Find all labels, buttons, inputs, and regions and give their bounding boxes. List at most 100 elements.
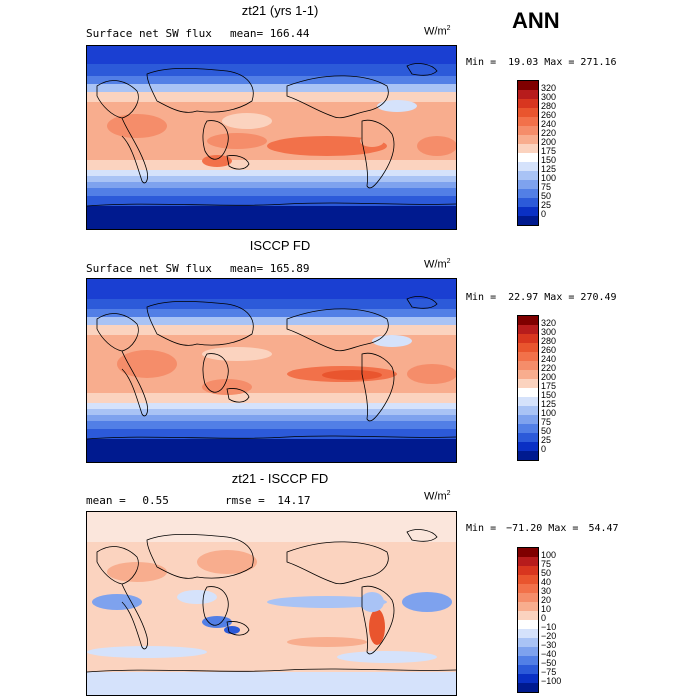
- panel-2-field: Surface net SW flux: [86, 262, 212, 275]
- panel-2-min-value: 22.97: [508, 292, 539, 303]
- panel-1-mean-value: 166.44: [269, 27, 310, 40]
- colorbar-level-label: 260: [541, 110, 557, 120]
- panel-1-field: Surface net SW flux: [86, 27, 212, 40]
- colorbar-level-label: 20: [541, 595, 552, 605]
- panel-3-title: zt21 - ISCCP FD: [231, 471, 329, 486]
- colorbar-swatch: [518, 388, 538, 397]
- colorbar-level-label: 75: [541, 182, 552, 192]
- panel-1-max-value: 271.16: [580, 57, 617, 68]
- panel-2-max-value: 270.49: [580, 292, 617, 303]
- colorbar-level-label: 220: [541, 363, 557, 373]
- panel-3-rmse: rmse = 14.17: [225, 494, 311, 507]
- colorbar-swatch: [518, 216, 538, 225]
- colorbar-level-label: 30: [541, 586, 552, 596]
- colorbar-swatch: [518, 126, 538, 135]
- colorbar-swatch: [518, 593, 538, 602]
- colorbar-swatch: [518, 557, 538, 566]
- colorbar-swatch: [518, 451, 538, 460]
- panel-2-map-svg: [87, 279, 456, 462]
- colorbar-level-label: 320: [541, 83, 557, 93]
- colorbar-level-label: 0: [541, 613, 547, 623]
- colorbar-level-label: −50: [541, 658, 557, 668]
- panel-2-minmax: Min = 22.97 Max = 270.49: [466, 292, 617, 303]
- colorbar-level-label: 150: [541, 390, 557, 400]
- panel-1-mean-label: mean=: [230, 27, 264, 40]
- colorbar-swatch: [518, 683, 538, 692]
- panel-2-colorbar-frame: [517, 315, 539, 461]
- colorbar-swatch: [518, 397, 538, 406]
- panel-1-units: W/m2: [424, 25, 451, 38]
- colorbar-swatch: [518, 153, 538, 162]
- colorbar-level-label: 150: [541, 155, 557, 165]
- panel-1-map: [86, 45, 457, 230]
- colorbar-level-label: 40: [541, 577, 552, 587]
- colorbar-swatch: [518, 638, 538, 647]
- colorbar-swatch: [518, 162, 538, 171]
- colorbar-swatch: [518, 424, 538, 433]
- colorbar-level-label: 50: [541, 191, 552, 201]
- colorbar-level-label: 125: [541, 164, 557, 174]
- panel-3-mean: mean = 0.55: [86, 494, 169, 507]
- panel-2-map: [86, 278, 457, 463]
- colorbar-level-label: −10: [541, 622, 557, 632]
- colorbar-level-label: −30: [541, 640, 557, 650]
- colorbar-level-label: 300: [541, 327, 557, 337]
- colorbar-swatch: [518, 352, 538, 361]
- colorbar-swatch: [518, 415, 538, 424]
- panel-2-mean: mean= 165.89: [230, 262, 310, 275]
- panel-2-title: ISCCP FD: [249, 238, 311, 253]
- panel-3-units-text: W/m: [424, 490, 447, 503]
- colorbar-level-label: 280: [541, 336, 557, 346]
- colorbar-level-label: 25: [541, 435, 552, 445]
- colorbar-swatch: [518, 117, 538, 126]
- colorbar-swatch: [518, 81, 538, 90]
- panel-1-map-svg: [87, 46, 456, 229]
- colorbar-swatch: [518, 144, 538, 153]
- colorbar-level-label: 100: [541, 408, 557, 418]
- colorbar-swatch: [518, 433, 538, 442]
- panel-3-minmax: Min = −71.20 Max = 54.47: [466, 523, 619, 534]
- colorbar-level-label: 200: [541, 137, 557, 147]
- season-label: ANN: [512, 8, 560, 33]
- colorbar-level-label: 280: [541, 101, 557, 111]
- colorbar-level-label: 50: [541, 568, 552, 578]
- colorbar-level-label: 100: [541, 173, 557, 183]
- panel-2-mean-label: mean=: [230, 262, 264, 275]
- colorbar-swatch: [518, 629, 538, 638]
- colorbar-level-label: 260: [541, 345, 557, 355]
- colorbar-swatch: [518, 647, 538, 656]
- panel-1-colorbar-frame: [517, 80, 539, 226]
- panel-1-title: zt21 (yrs 1-1): [241, 3, 319, 18]
- panel-1-min-value: 19.03: [508, 57, 539, 68]
- colorbar-level-label: 25: [541, 200, 552, 210]
- colorbar-swatch: [518, 575, 538, 584]
- panel-1-max-label: Max =: [544, 57, 575, 68]
- colorbar-level-label: 175: [541, 381, 557, 391]
- colorbar-swatch: [518, 180, 538, 189]
- colorbar-swatch: [518, 361, 538, 370]
- colorbar-swatch: [518, 406, 538, 415]
- colorbar-swatch: [518, 189, 538, 198]
- panel-1-min-label: Min =: [466, 57, 497, 68]
- colorbar-swatch: [518, 108, 538, 117]
- panel-1-mean: mean= 166.44: [230, 27, 310, 40]
- colorbar-level-label: −20: [541, 631, 557, 641]
- panel-3-mean-value: 0.55: [142, 494, 169, 507]
- panel-2-units-text: W/m: [424, 258, 447, 271]
- colorbar-swatch: [518, 611, 538, 620]
- colorbar-level-label: 0: [541, 209, 547, 219]
- colorbar-swatch: [518, 656, 538, 665]
- colorbar-swatch: [518, 207, 538, 216]
- colorbar-swatch: [518, 370, 538, 379]
- colorbar-level-label: 75: [541, 417, 552, 427]
- colorbar-swatch: [518, 316, 538, 325]
- panel-3-max-label: Max =: [548, 523, 579, 534]
- panel-3-units: W/m2: [424, 490, 451, 503]
- colorbar-level-label: 240: [541, 354, 557, 364]
- colorbar-level-label: 300: [541, 92, 557, 102]
- panel-3-colorbar-frame: [517, 547, 539, 693]
- colorbar-level-label: 0: [541, 444, 547, 454]
- colorbar-swatch: [518, 548, 538, 557]
- panel-2-units-exp: 2: [446, 258, 451, 265]
- panel-3-units-exp: 2: [446, 490, 451, 497]
